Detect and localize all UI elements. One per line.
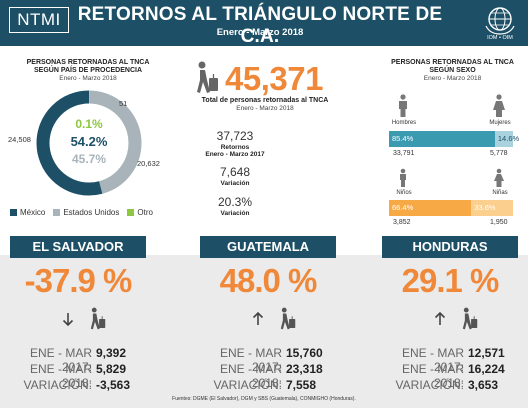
value-2018-2: 16,224 bbox=[468, 362, 505, 376]
origin-legend: México Estados Unidos Otro bbox=[10, 208, 161, 217]
men-segment: 85.4% bbox=[389, 131, 495, 147]
adult-sex-bar: 85.4% 14.6% bbox=[389, 131, 519, 147]
otro-value-label: 51 bbox=[119, 99, 128, 108]
label-2017-1: ENE - MAR 2017: bbox=[219, 346, 282, 374]
value-var-0: -3,563 bbox=[96, 378, 131, 392]
legend-swatch-mexico bbox=[10, 209, 17, 216]
origin-title-2: SEGÚN PAÍS DE PROCEDENCIA bbox=[34, 67, 142, 74]
men-value: 33,791 bbox=[393, 150, 415, 157]
usa-pct: 45.7% bbox=[71, 152, 107, 166]
total-label: Total de personas retornadas al TNCA bbox=[201, 97, 329, 104]
trend-up-arrow-icon bbox=[434, 311, 446, 325]
origin-period: Enero - Marzo 2018 bbox=[59, 75, 117, 82]
mexico-value-label: 24,508 bbox=[8, 135, 31, 144]
value-2017-2: 12,571 bbox=[468, 346, 505, 360]
girls-segment: 33.6% bbox=[471, 200, 513, 216]
boys-segment: 66.4% bbox=[389, 200, 472, 216]
women-segment: 14.6% bbox=[494, 131, 519, 147]
page-title: RETORNOS AL TRIÁNGULO NORTE DE C.A. bbox=[77, 4, 443, 47]
girls-value: 1,950 bbox=[490, 219, 508, 226]
var-pct-label: Variación bbox=[220, 210, 250, 217]
legend-usa: Estados Unidos bbox=[63, 208, 120, 217]
origin-donut-chart bbox=[36, 90, 142, 196]
donut-slice-mexico bbox=[36, 90, 142, 196]
sex-title-1: PERSONAS RETORNADAS AL TNCA bbox=[391, 59, 514, 66]
country-name-0: EL SALVADOR bbox=[10, 236, 146, 258]
country-name-2: HONDURAS bbox=[382, 236, 518, 258]
label-2018-1: ENE - MAR 2018: bbox=[219, 362, 282, 390]
walking-traveler-icon bbox=[280, 307, 296, 330]
women-value: 5,778 bbox=[490, 150, 508, 157]
value-2018-1: 23,318 bbox=[286, 362, 323, 376]
man-icon bbox=[399, 94, 407, 117]
prev-label-1: Retornos bbox=[220, 144, 250, 151]
iom-text: IOM • OIM bbox=[487, 35, 513, 41]
var-value: 7,648 bbox=[219, 165, 251, 179]
usa-value-label: 20,632 bbox=[137, 159, 160, 168]
total-returns: 45,371 bbox=[225, 60, 323, 97]
woman-icon bbox=[493, 94, 505, 117]
value-2018-0: 5,829 bbox=[96, 362, 127, 376]
country-pct-2: 29.1 % bbox=[401, 262, 500, 299]
walking-traveler-icon bbox=[462, 307, 478, 330]
trend-down-arrow-icon bbox=[62, 313, 74, 327]
label-var-0: VARIACIÓN: bbox=[23, 378, 92, 392]
label-2018-0: ENE - MAR 2018: bbox=[29, 362, 92, 390]
country-pct-0: -37.9 % bbox=[24, 262, 133, 299]
prev-label-2: Enero - Marzo 2017 bbox=[205, 151, 265, 158]
label-2018-2: ENE - MAR 2018: bbox=[401, 362, 464, 390]
label-2017-0: ENE - MAR 2017: bbox=[29, 346, 92, 374]
legend-swatch-otro bbox=[127, 209, 135, 216]
walking-traveler-icon bbox=[197, 61, 218, 93]
girls-label: Niñas bbox=[492, 190, 508, 196]
legend-swatch-usa bbox=[53, 209, 61, 216]
trend-up-arrow-icon bbox=[252, 311, 264, 325]
country-name-1: GUATEMALA bbox=[200, 236, 336, 258]
walking-traveler-icon bbox=[90, 307, 106, 330]
value-var-1: 7,558 bbox=[286, 378, 317, 392]
ntmi-logo: NTMI bbox=[9, 7, 69, 33]
men-label: Hombres bbox=[391, 120, 417, 126]
country-pct-1: 48.0 % bbox=[219, 262, 318, 299]
country-panels-background bbox=[0, 255, 528, 408]
prev-value: 37,723 bbox=[216, 129, 254, 143]
donut-slice-usa bbox=[36, 90, 142, 196]
women-label: Mujeres bbox=[489, 120, 511, 126]
legend-mexico: México bbox=[20, 208, 46, 217]
otro-pct: 0.1% bbox=[75, 117, 103, 131]
iom-globe-icon bbox=[485, 7, 515, 35]
label-var-2: VARIACIÓN: bbox=[395, 378, 464, 392]
label-2017-2: ENE - MAR 2017: bbox=[401, 346, 464, 374]
origin-title-1: PERSONAS RETORNADAS AL TNCA bbox=[26, 59, 150, 66]
label-var-1: VARIACIÓN: bbox=[213, 378, 282, 392]
boys-label: Niños bbox=[396, 190, 412, 196]
header: NTMI RETORNOS AL TRIÁNGULO NORTE DE C.A.… bbox=[0, 0, 528, 47]
value-2017-0: 9,392 bbox=[96, 346, 127, 360]
total-period: Enero - Marzo 2018 bbox=[236, 105, 294, 112]
legend-otro: Otro bbox=[137, 208, 153, 217]
var-label: Variación bbox=[220, 180, 250, 187]
value-2017-1: 15,760 bbox=[286, 346, 323, 360]
page-subtitle: Enero - Marzo 2018 bbox=[216, 27, 304, 38]
boys-value: 3,852 bbox=[393, 219, 411, 226]
var-pct: 20.3% bbox=[217, 195, 253, 209]
sources-footer: Fuentes: DGME (El Salvador), DGM y SBS (… bbox=[172, 396, 356, 402]
boy-icon bbox=[400, 168, 406, 187]
girl-icon bbox=[494, 168, 504, 187]
mexico-pct: 54.2% bbox=[70, 134, 108, 149]
sex-period: Enero - Marzo 2018 bbox=[423, 75, 482, 82]
child-sex-bar: 66.4% 33.6% bbox=[389, 200, 513, 216]
value-var-2: 3,653 bbox=[468, 378, 499, 392]
sex-title-2: SEGÚN SEXO bbox=[429, 67, 476, 74]
